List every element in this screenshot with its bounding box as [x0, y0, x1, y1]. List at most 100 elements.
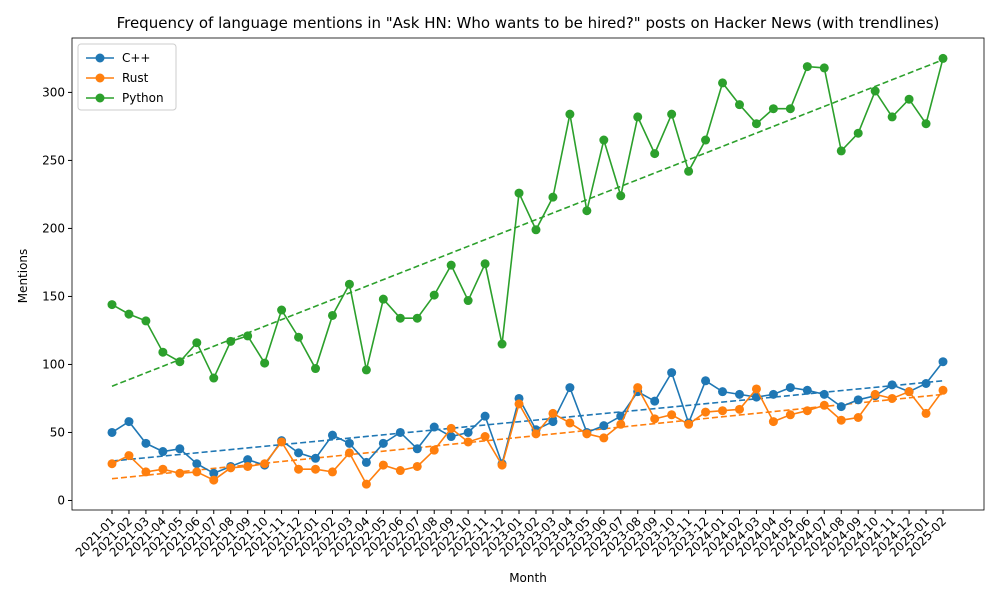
point [548, 417, 558, 427]
point [141, 316, 151, 326]
point [565, 383, 575, 393]
point [616, 191, 626, 201]
point [802, 62, 812, 72]
point [904, 387, 914, 397]
point [768, 389, 778, 399]
legend-label: Python [122, 91, 164, 105]
point [921, 378, 931, 388]
series-line [111, 58, 944, 380]
point [124, 417, 134, 427]
point [497, 460, 507, 470]
point [192, 467, 202, 477]
point [734, 100, 744, 110]
point [327, 430, 337, 440]
point [158, 447, 168, 457]
point [429, 290, 439, 300]
point [446, 260, 456, 270]
point [378, 460, 388, 470]
point [853, 128, 863, 138]
point [294, 464, 304, 474]
point [565, 418, 575, 428]
point [514, 188, 524, 198]
point [921, 408, 931, 418]
point [870, 86, 880, 96]
point [734, 404, 744, 414]
point [378, 438, 388, 448]
point [480, 411, 490, 421]
point [531, 429, 541, 439]
point [311, 364, 321, 374]
point [887, 380, 897, 390]
point [667, 410, 677, 420]
point [599, 135, 609, 145]
point [243, 455, 253, 465]
point [361, 479, 371, 489]
point [429, 422, 439, 432]
point [684, 419, 694, 429]
point [599, 433, 609, 443]
point [395, 313, 405, 323]
point [819, 400, 829, 410]
point [412, 461, 422, 471]
point [938, 357, 948, 367]
point [650, 396, 660, 406]
point [480, 432, 490, 442]
point [378, 294, 388, 304]
legend-marker [95, 53, 105, 63]
trendline [111, 59, 944, 387]
point [701, 407, 711, 417]
point [361, 365, 371, 375]
point [243, 331, 253, 341]
point [768, 104, 778, 114]
point [209, 468, 219, 478]
point [785, 383, 795, 393]
point [887, 112, 897, 122]
point [124, 451, 134, 461]
point [531, 225, 541, 235]
point [887, 393, 897, 403]
point [633, 112, 643, 122]
point [718, 406, 728, 416]
point [107, 300, 117, 310]
point [599, 421, 609, 431]
point [344, 448, 354, 458]
y-tick-label: 250 [42, 153, 65, 167]
point [751, 384, 761, 394]
legend-marker [95, 93, 105, 103]
point [344, 438, 354, 448]
point [463, 427, 473, 437]
point [701, 376, 711, 386]
point [650, 414, 660, 424]
point [853, 413, 863, 423]
point [107, 427, 117, 437]
y-tick-label: 300 [42, 85, 65, 99]
point [802, 406, 812, 416]
legend-marker [95, 73, 105, 83]
point [175, 444, 185, 454]
point [582, 206, 592, 216]
plot-frame [71, 37, 985, 511]
point [633, 383, 643, 393]
point [226, 336, 236, 346]
point [785, 410, 795, 420]
point [463, 437, 473, 447]
point [446, 423, 456, 433]
point [904, 94, 914, 104]
point [463, 296, 473, 306]
point [294, 332, 304, 342]
y-tick-label: 50 [50, 425, 65, 439]
point [497, 339, 507, 349]
point [548, 192, 558, 202]
point [768, 417, 778, 427]
y-tick-label: 0 [57, 493, 65, 507]
point [158, 347, 168, 357]
x-axis-label: Month [509, 571, 547, 585]
point [412, 313, 422, 323]
y-tick-label: 100 [42, 357, 65, 371]
point [446, 432, 456, 442]
point [175, 357, 185, 367]
point [734, 389, 744, 399]
point [802, 385, 812, 395]
point [395, 427, 405, 437]
point [243, 461, 253, 471]
